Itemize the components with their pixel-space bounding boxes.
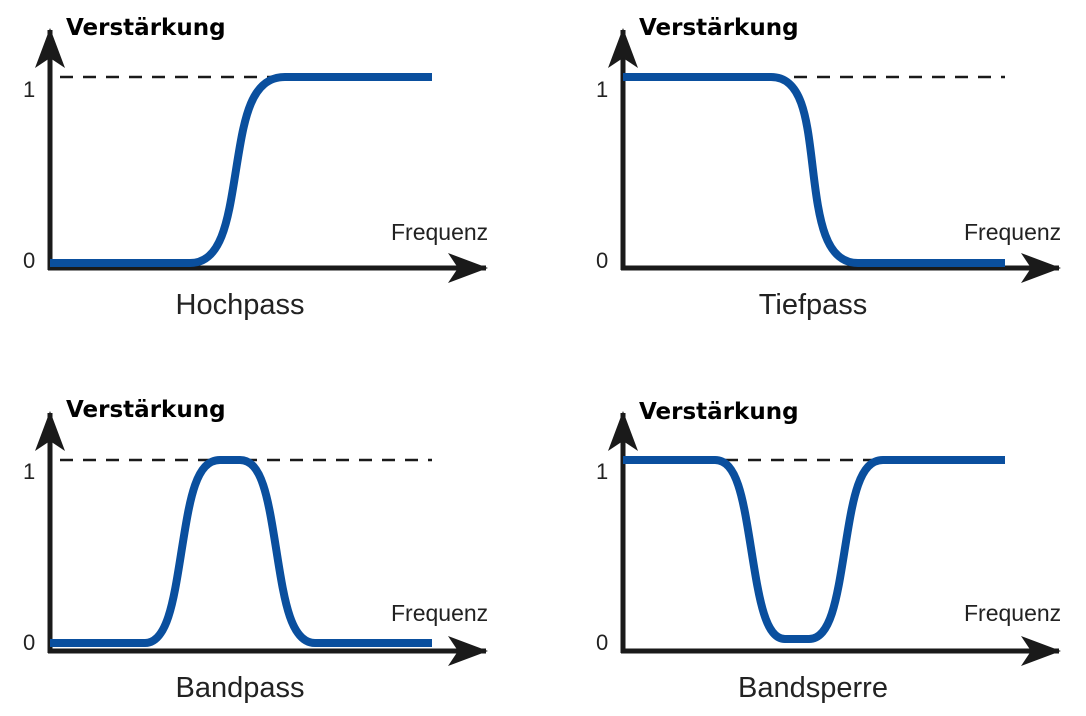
panel-title: Hochpass: [176, 289, 305, 321]
highpass-curve: [50, 73, 432, 267]
panel-highpass: Verstärkung Frequenz 1 0 Hochpass: [23, 15, 488, 321]
tick-label-zero: 0: [596, 248, 608, 273]
lowpass-curve: [623, 73, 1005, 267]
x-axis-label: Frequenz: [391, 600, 488, 626]
x-axis-label: Frequenz: [391, 219, 488, 245]
tick-label-zero: 0: [596, 630, 608, 655]
tick-label-zero: 0: [23, 630, 35, 655]
tick-label-one: 1: [596, 459, 608, 484]
panel-bandpass: Verstärkung Frequenz 1 0 Bandpass: [23, 397, 488, 704]
panel-title: Tiefpass: [759, 289, 868, 321]
panel-lowpass: Verstärkung Frequenz 1 0 Tiefpass: [596, 15, 1061, 321]
panel-title: Bandsperre: [738, 672, 888, 704]
tick-label-one: 1: [596, 77, 608, 102]
panel-title: Bandpass: [176, 672, 305, 704]
x-axis-label: Frequenz: [964, 600, 1061, 626]
y-axis-label: Verstärkung: [66, 397, 226, 423]
y-axis-label: Verstärkung: [639, 15, 799, 41]
tick-label-one: 1: [23, 459, 35, 484]
y-axis-label: Verstärkung: [66, 15, 226, 41]
x-axis-label: Frequenz: [964, 219, 1061, 245]
y-axis-label: Verstärkung: [639, 399, 799, 425]
panel-bandstop: Verstärkung Frequenz 1 0 Bandsperre: [596, 399, 1061, 704]
bandstop-curve: [623, 456, 1005, 643]
tick-label-one: 1: [23, 77, 35, 102]
tick-label-zero: 0: [23, 248, 35, 273]
bandpass-curve: [50, 456, 432, 647]
